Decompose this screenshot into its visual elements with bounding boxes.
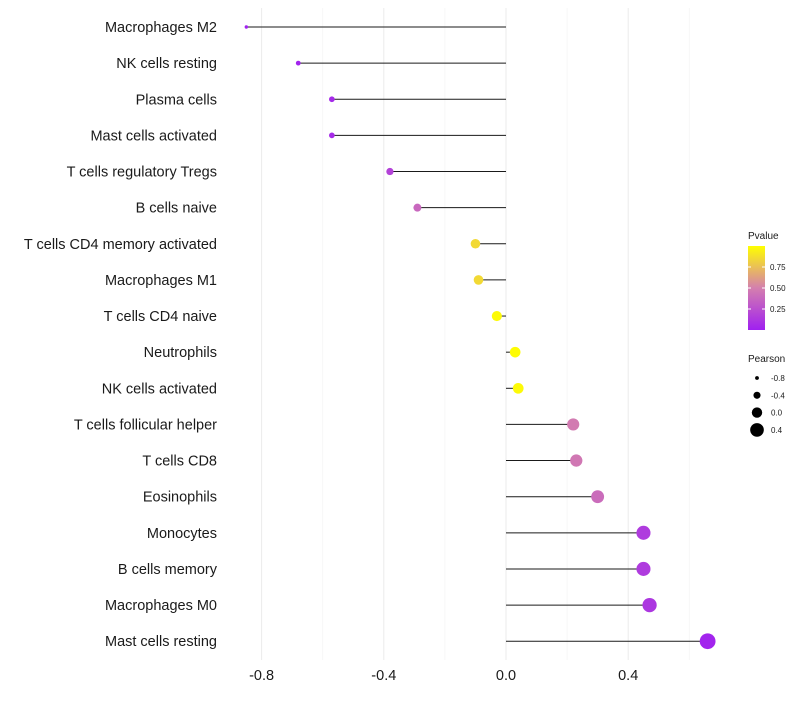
pvalue-colorbar bbox=[748, 246, 765, 330]
x-axis-ticks: -0.8 -0.4 0.0 0.4 bbox=[249, 668, 638, 684]
pearson-legend-key bbox=[751, 407, 763, 418]
pearson-legend-key bbox=[755, 376, 759, 380]
lollipop-point bbox=[473, 275, 484, 285]
lollipop-point bbox=[244, 25, 249, 29]
lollipop-point bbox=[295, 60, 301, 66]
lollipop-point bbox=[329, 96, 335, 103]
lollipop-point bbox=[636, 525, 651, 540]
lollipop-point bbox=[470, 239, 481, 249]
colorbar-tick-label: 0.75 bbox=[770, 263, 786, 272]
lollipop-point bbox=[591, 490, 605, 504]
y-axis-label: Mast cells resting bbox=[105, 634, 217, 650]
x-tick-label: 0.4 bbox=[618, 668, 638, 684]
y-axis-label: Monocytes bbox=[147, 526, 217, 542]
lollipop-point bbox=[509, 346, 521, 358]
colorbar-tick-label: 0.50 bbox=[770, 284, 786, 293]
y-axis-label: B cells memory bbox=[118, 562, 218, 578]
y-axis-label: T cells CD4 memory activated bbox=[24, 237, 217, 253]
lollipop-point bbox=[512, 382, 524, 394]
y-axis-label: Mast cells activated bbox=[90, 128, 217, 144]
lollipop-stems bbox=[246, 26, 708, 642]
lollipop-point bbox=[329, 132, 335, 139]
pearson-legend-label: 0.0 bbox=[771, 409, 783, 418]
lollipop-point bbox=[642, 597, 657, 613]
y-axis-label: Macrophages M1 bbox=[105, 273, 217, 289]
y-axis-label: T cells CD8 bbox=[142, 454, 217, 470]
y-axis-label: Neutrophils bbox=[144, 345, 217, 361]
pvalue-legend: Pvalue 0.25 0.50 0.75 bbox=[748, 231, 786, 330]
x-tick-label: -0.8 bbox=[249, 668, 274, 684]
y-axis-label: NK cells activated bbox=[102, 381, 217, 397]
y-axis-label: Eosinophils bbox=[143, 490, 217, 506]
pearson-legend-title: Pearson bbox=[748, 354, 785, 365]
y-axis-label: T cells regulatory Tregs bbox=[67, 165, 217, 181]
pearson-legend-key bbox=[753, 391, 761, 399]
pvalue-legend-title: Pvalue bbox=[748, 231, 779, 242]
pearson-legend: Pearson -0.8 -0.4 0.0 0.4 bbox=[748, 354, 785, 437]
y-axis-label: B cells naive bbox=[136, 201, 217, 217]
pearson-legend-label: -0.4 bbox=[771, 391, 785, 400]
pearson-legend-label: 0.4 bbox=[771, 426, 783, 435]
pearson-legend-label: -0.8 bbox=[771, 374, 785, 383]
y-axis-label: Macrophages M0 bbox=[105, 598, 217, 614]
lollipop-point bbox=[413, 203, 422, 212]
lollipop-point bbox=[386, 167, 394, 176]
x-tick-label: 0.0 bbox=[496, 668, 516, 684]
lollipop-point bbox=[570, 454, 583, 467]
y-axis-label: Plasma cells bbox=[136, 92, 217, 108]
y-axis-labels: Macrophages M2 NK cells resting Plasma cel… bbox=[24, 20, 218, 650]
y-axis-label: NK cells resting bbox=[116, 56, 217, 72]
pearson-legend-key bbox=[750, 423, 764, 437]
y-axis-label: T cells follicular helper bbox=[74, 417, 217, 433]
lollipop-point bbox=[699, 633, 716, 650]
y-axis-label: T cells CD4 naive bbox=[104, 309, 217, 325]
grid-lines bbox=[261, 8, 690, 660]
colorbar-tick-label: 0.25 bbox=[770, 305, 786, 314]
lollipop-point bbox=[636, 561, 651, 576]
y-axis-label: Macrophages M2 bbox=[105, 20, 217, 36]
lollipop-points bbox=[244, 25, 716, 650]
lollipop-point bbox=[491, 310, 502, 322]
lollipop-point bbox=[567, 418, 580, 431]
x-tick-label: -0.4 bbox=[371, 668, 396, 684]
